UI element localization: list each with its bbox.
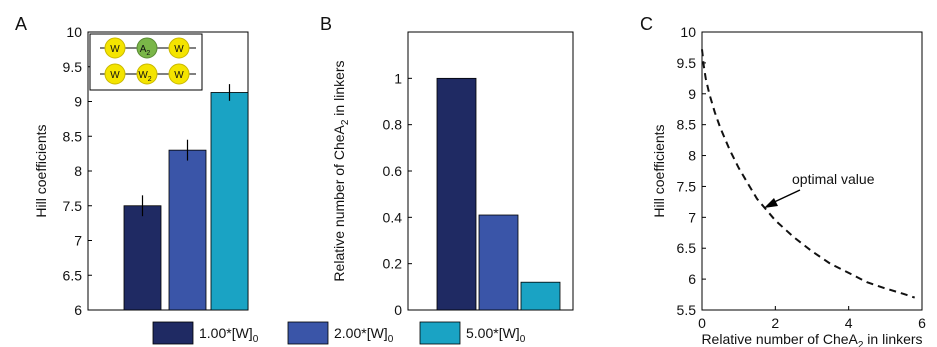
inset-label-w3: W [110,70,120,81]
panel-c-line [701,49,916,299]
inset-label-w5: W [174,70,184,81]
legend: 1.00*[W]0 2.00*[W]0 5.00*[W]0 [152,321,526,345]
bar-b-1 [436,77,477,311]
bar-b-2 [478,214,519,311]
y-tick-label: 6.5 [677,240,697,256]
x-tick-label: 0 [698,315,706,331]
inset-node-a2 [136,37,158,59]
y-tick-label: 8 [688,148,696,164]
y-tick-label: 1 [394,70,402,86]
inset-node-w5 [168,63,190,85]
panel-c-ticks: 5.5 6 6.5 7 7.5 8 8.5 9 9.5 10 0 2 4 6 [677,24,927,331]
panel-c-chart: 5.5 6 6.5 7 7.5 8 8.5 9 9.5 10 0 2 4 6 Hill coefficie… [651,24,926,347]
y-tick-label: 8 [74,163,82,179]
y-tick-label: 0.4 [383,209,403,225]
inset-schematic: W A2 W W W2 W [89,33,203,91]
y-tick-label: 0 [394,302,402,318]
y-tick-label: 7 [688,209,696,225]
inset-label-w2sub: W2 [138,70,151,83]
y-tick-label: 6 [74,302,82,318]
y-tick-label: 9.5 [677,55,697,71]
y-tick-label: 10 [66,24,82,40]
panel-a-chart: 6 6.5 7 7.5 8 8.5 9 9.5 10 Hill coefficients W A… [33,24,249,318]
y-tick-label: 9.5 [63,59,83,75]
y-tick-label: 10 [680,24,696,40]
y-tick-label: 0.2 [383,256,403,272]
y-tick-label: 0.8 [383,117,403,133]
legend-swatch-1 [152,321,194,345]
panel-b-bars [436,77,561,311]
y-tick-label: 9 [74,94,82,110]
panel-a-bars [123,92,249,311]
inset-node-w3 [104,63,126,85]
panel-c-axes-box [701,31,923,311]
bar-a-3 [210,92,249,311]
y-tick-label: 0.6 [383,163,403,179]
x-tick-label: 4 [845,315,853,331]
optimal-value-annotation: optimal value [792,171,875,187]
y-tick-label: 8.5 [63,128,83,144]
panel-a-y-ticks: 6 6.5 7 7.5 8 8.5 9 9.5 10 [63,24,92,318]
bar-a-2 [168,149,207,311]
legend-label-3: 5.00*[W]0 [466,325,526,345]
y-tick-label: 6.5 [63,267,83,283]
legend-label-2: 2.00*[W]0 [334,325,394,345]
legend-swatch-3 [419,321,461,345]
bar-b-3 [520,281,561,311]
panel-label-b: B [320,14,332,34]
panel-c-xlabel: Relative number of CheA2 in linkers [701,331,922,347]
inset-node-w2 [168,37,190,59]
panel-b-chart: 0 0.2 0.4 0.6 0.8 1 Relative number of CheA2 … [331,31,574,318]
bar-a-1 [123,205,162,311]
legend-label-1: 1.00*[W]0 [199,325,259,345]
y-tick-label: 5.5 [677,302,697,318]
panel-a-ylabel: Hill coefficients [33,124,49,217]
panel-label-c: C [640,14,653,34]
y-tick-label: 7.5 [677,178,697,194]
legend-swatch-2 [287,321,329,345]
panel-b-y-ticks: 0 0.2 0.4 0.6 0.8 1 [383,70,412,318]
annotation-arrow [764,189,801,208]
inset-label-a2: A2 [140,44,151,57]
inset-node-w1 [104,37,126,59]
y-tick-label: 9 [688,86,696,102]
x-tick-label: 2 [771,315,779,331]
y-tick-label: 7.5 [63,198,83,214]
y-tick-label: 6 [688,271,696,287]
y-tick-label: 7 [74,233,82,249]
inset-label-w1: W [110,44,120,55]
inset-node-w4 [136,63,158,85]
inset-label-w2: W [174,44,184,55]
panel-b-ylabel: Relative number of CheA2 in linkers [331,60,351,281]
x-tick-label: 6 [918,315,926,331]
y-tick-label: 8.5 [677,117,697,133]
panel-label-a: A [15,14,27,34]
panel-c-ylabel: Hill coefficients [651,124,667,217]
panel-a-error-bars [141,84,231,217]
